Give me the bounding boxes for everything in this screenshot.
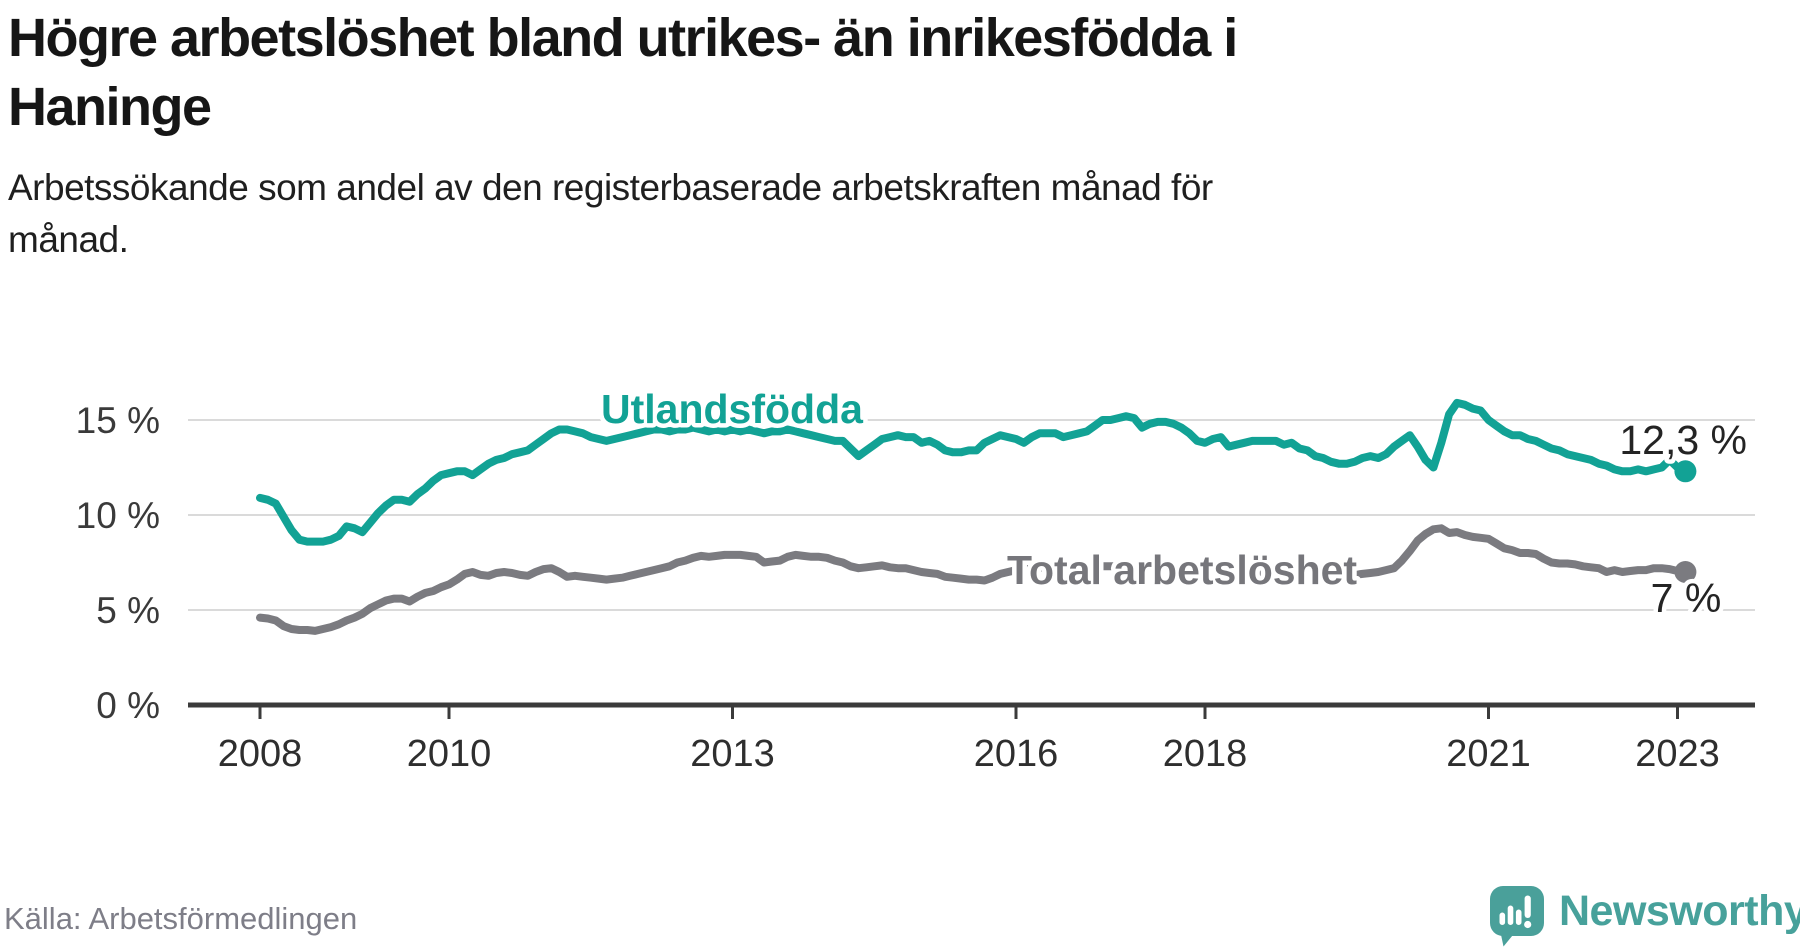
chart-header: Högre arbetslöshet bland utrikes- än inr… (8, 4, 1768, 266)
x-tick-label-2008: 2008 (218, 733, 303, 775)
page-subtitle-line-1: Arbetssökande som andel av den registerb… (8, 167, 1213, 208)
exclamation-bar (1524, 895, 1531, 918)
y-tick-label-10: 10 % (76, 495, 160, 536)
newsworthy-logo[interactable]: Newsworthy (1489, 886, 1800, 947)
y-axis-labels: 0 % 5 % 10 % 15 % (76, 400, 160, 726)
exclamation-dot (1524, 920, 1532, 929)
end-dot-total-arbetsl-shet (1674, 561, 1697, 583)
end-value-label-utlandsfodda: 12,3 % (1619, 417, 1747, 463)
line-utlandsf-dda (256, 398, 1690, 546)
y-tick-label-0: 0 % (96, 685, 160, 726)
page-title-line-2: Haninge (8, 77, 212, 137)
source-caption: Källa: Arbetsförmedlingen (4, 901, 358, 936)
x-tick-label-2013: 2013 (690, 733, 775, 775)
series-label-utlandsfodda: Utlandsfödda (601, 386, 864, 432)
x-axis-ticks: 2008 2010 2013 2016 2018 2021 2023 (218, 705, 1720, 775)
page-title: Högre arbetslöshet bland utrikes- än inr… (8, 4, 1768, 142)
speech-bubble-tail (1500, 930, 1517, 947)
newsworthy-logo-icon (1490, 886, 1544, 947)
x-tick-label-2018: 2018 (1163, 733, 1248, 775)
x-tick-label-2010: 2010 (407, 733, 492, 775)
page-subtitle: Arbetssökande som andel av den registerb… (8, 162, 1768, 266)
x-tick-label-2023: 2023 (1635, 733, 1720, 775)
page-subtitle-line-2: månad. (8, 219, 129, 260)
x-tick-label-2016: 2016 (974, 733, 1059, 775)
newsworthy-logo-text: Newsworthy (1559, 887, 1800, 935)
y-tick-label-5: 5 % (96, 590, 160, 631)
end-value-label-total: 7 % (1651, 575, 1722, 621)
series-lines (256, 398, 1697, 635)
page-title-line-1: Högre arbetslöshet bland utrikes- än inr… (8, 8, 1238, 68)
y-tick-label-15: 15 % (76, 400, 160, 441)
end-dot-utlandsf-dda (1674, 460, 1697, 483)
x-tick-label-2021: 2021 (1446, 733, 1531, 775)
bar-chart-glyph (1499, 895, 1532, 929)
series-label-total-arbetsloshet: Total arbetslöshet (1007, 547, 1357, 593)
line-total-arbetsl-shet (256, 524, 1690, 635)
